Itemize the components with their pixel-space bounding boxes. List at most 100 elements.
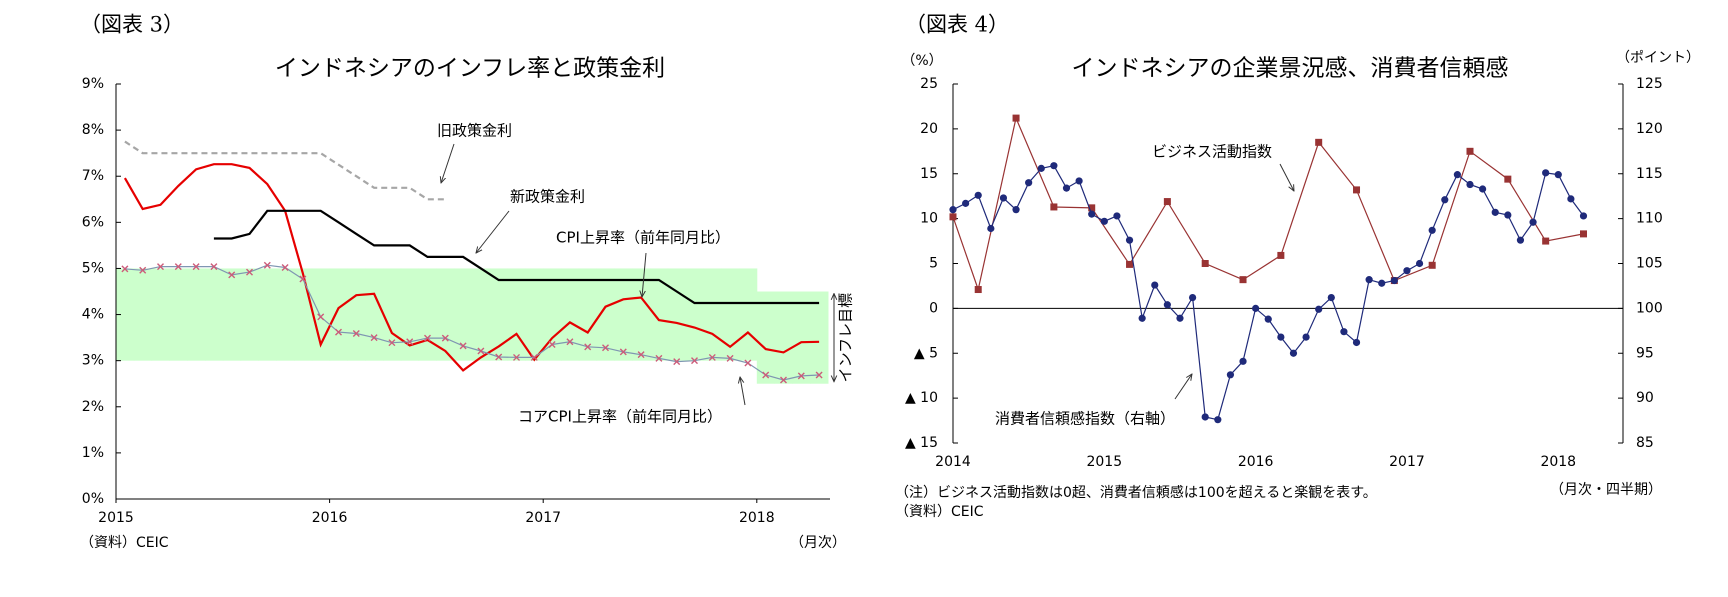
marker xyxy=(1277,251,1285,259)
marker xyxy=(1100,217,1108,225)
y-tick-label: 1% xyxy=(82,445,104,461)
target-band xyxy=(650,268,669,361)
x-tick-label: 2017 xyxy=(525,510,561,526)
marker xyxy=(1504,175,1512,183)
marker xyxy=(1542,169,1550,177)
target-band xyxy=(311,268,331,361)
x-tick-label: 2015 xyxy=(98,510,134,526)
target-band xyxy=(205,268,224,361)
marker xyxy=(1529,218,1537,226)
marker xyxy=(1327,294,1335,302)
marker xyxy=(1088,210,1096,218)
y-tick-label: 5 xyxy=(929,256,938,272)
marker xyxy=(1567,195,1575,203)
target-band xyxy=(543,268,562,361)
y2-tick-label: 100 xyxy=(1636,300,1663,316)
marker xyxy=(1277,333,1285,341)
marker xyxy=(584,343,592,351)
series-line xyxy=(123,163,820,372)
marker xyxy=(157,263,164,271)
target-band xyxy=(418,268,437,361)
y2-tick-label: 90 xyxy=(1636,390,1654,406)
target-band xyxy=(614,268,633,361)
marker xyxy=(1201,413,1209,421)
series-line xyxy=(124,264,820,381)
marker xyxy=(1390,276,1398,285)
x-tick-label: 2018 xyxy=(1540,454,1576,470)
marker xyxy=(1340,328,1348,336)
marker xyxy=(974,191,982,199)
series-annotation: コアCPI上昇率（前年同月比） xyxy=(518,408,722,426)
y-tick-label: 9% xyxy=(82,76,104,92)
marker xyxy=(1428,226,1436,234)
marker xyxy=(1151,281,1159,289)
target-label: インフレ目標 xyxy=(837,293,855,383)
annotation-arrow xyxy=(1279,163,1294,191)
series-annotation: 旧政策金利 xyxy=(437,122,512,140)
marker xyxy=(962,199,970,207)
marker xyxy=(1239,357,1247,365)
target-band xyxy=(685,268,704,361)
marker xyxy=(1365,276,1373,284)
y-tick-label: 2% xyxy=(82,399,104,415)
marker xyxy=(424,334,431,342)
marker xyxy=(548,341,556,349)
target-band xyxy=(151,268,170,361)
marker xyxy=(797,372,805,380)
target-band xyxy=(578,268,598,361)
marker xyxy=(1050,203,1058,211)
annotation-arrow xyxy=(476,210,510,253)
marker xyxy=(1453,171,1461,179)
marker xyxy=(1441,196,1449,204)
marker xyxy=(1264,315,1272,323)
marker xyxy=(228,271,236,279)
marker xyxy=(999,194,1008,202)
marker xyxy=(1075,177,1083,185)
marker xyxy=(1302,333,1310,341)
marker xyxy=(987,224,995,233)
target-band xyxy=(667,268,687,361)
marker xyxy=(1466,147,1474,155)
x-tick-label: 2018 xyxy=(739,510,775,526)
marker xyxy=(974,286,982,294)
target-band xyxy=(472,268,491,361)
annotation-arrow xyxy=(642,252,647,297)
y-tick-label: 0% xyxy=(82,491,104,507)
target-band xyxy=(507,268,526,361)
marker xyxy=(299,275,307,283)
y-tick-label: 10 xyxy=(920,211,938,227)
marker xyxy=(1315,305,1323,313)
target-band xyxy=(454,268,473,361)
marker xyxy=(815,371,823,379)
marker xyxy=(1062,184,1071,192)
marker xyxy=(174,263,182,271)
marker xyxy=(1378,279,1386,287)
marker xyxy=(495,353,503,361)
series-annotation: ビジネス活動指数 xyxy=(1152,143,1272,161)
target-band xyxy=(703,268,722,361)
target-band xyxy=(383,268,402,361)
target-band xyxy=(489,268,509,361)
series-line xyxy=(952,165,1584,421)
marker xyxy=(263,261,271,269)
marker xyxy=(1176,314,1184,322)
y-tick-label: 3% xyxy=(82,353,104,369)
marker xyxy=(780,376,787,384)
marker xyxy=(602,344,609,352)
x-tick-label: 2016 xyxy=(312,510,348,526)
target-band xyxy=(347,268,366,361)
y-tick-label: 8% xyxy=(82,122,104,138)
target-band xyxy=(632,268,651,361)
marker xyxy=(441,334,449,342)
x-unit: （月次・四半期） xyxy=(1550,482,1662,498)
marker xyxy=(459,342,467,350)
target-band xyxy=(756,291,776,384)
marker xyxy=(530,353,538,361)
marker xyxy=(1580,230,1587,238)
marker xyxy=(1554,171,1562,179)
marker xyxy=(1201,260,1209,267)
marker xyxy=(1138,314,1146,322)
marker xyxy=(210,263,218,271)
marker xyxy=(762,371,770,379)
